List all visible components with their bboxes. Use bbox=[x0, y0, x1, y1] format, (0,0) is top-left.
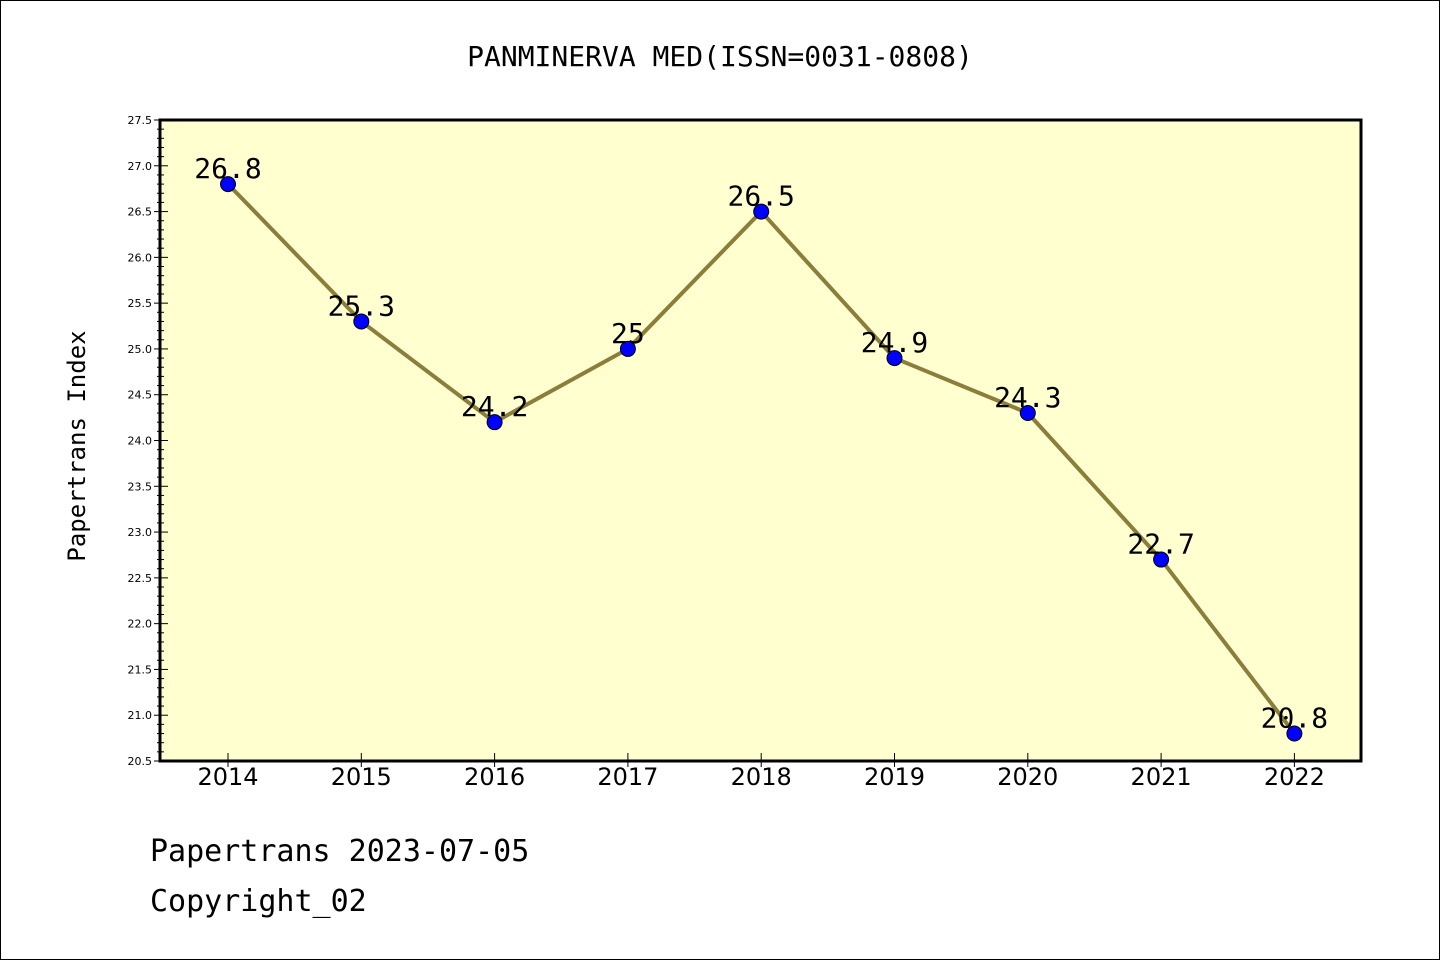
data-point bbox=[486, 414, 503, 431]
footer-date-text: Papertrans 2023-07-05 bbox=[150, 834, 530, 869]
data-label: 26.5 bbox=[727, 180, 794, 213]
data-point bbox=[753, 203, 770, 220]
x-tick-label: 2021 bbox=[1131, 763, 1192, 791]
data-point bbox=[1286, 725, 1303, 742]
y-tick-label: 21.0 bbox=[128, 709, 153, 722]
data-point bbox=[220, 176, 236, 193]
data-label: 22.7 bbox=[1127, 528, 1194, 561]
x-tick-label: 2022 bbox=[1264, 763, 1325, 791]
x-tick-label: 2018 bbox=[731, 763, 792, 791]
series-layer: 26.8 25.3 24.2 25 26.5 24.9 24.3 22.7 20.8 bbox=[194, 152, 1328, 742]
chart-title: PANMINERVA MED(ISSN=0031-0808) bbox=[467, 40, 973, 73]
data-point bbox=[353, 313, 370, 330]
data-label: 25.3 bbox=[328, 289, 395, 322]
data-label: 24.9 bbox=[861, 326, 928, 359]
y-tick-label: 25.5 bbox=[128, 297, 153, 310]
x-tick-label: 2020 bbox=[997, 763, 1058, 791]
data-point bbox=[1019, 405, 1036, 422]
y-axis: 20.5 21.0 21.5 22.0 22.5 23.0 23.5 24.0 24.5 25.0… bbox=[128, 114, 168, 768]
data-label: 20.8 bbox=[1261, 702, 1328, 735]
data-point bbox=[886, 350, 903, 367]
data-label: 24.3 bbox=[994, 381, 1061, 414]
data-point bbox=[1153, 551, 1170, 568]
y-tick-label: 26.0 bbox=[128, 251, 153, 264]
y-tick-label: 27.5 bbox=[128, 114, 153, 127]
y-tick-label: 21.5 bbox=[128, 663, 153, 676]
y-tick-label: 23.5 bbox=[128, 480, 153, 493]
footer-copyright-text: Copyright_02 bbox=[150, 884, 367, 919]
x-tick-label: 2015 bbox=[331, 763, 392, 791]
x-tick-label: 2019 bbox=[864, 763, 925, 791]
data-label: 26.8 bbox=[194, 152, 261, 185]
y-tick-label: 22.5 bbox=[128, 572, 153, 585]
y-tick-label: 27.0 bbox=[128, 160, 153, 173]
y-axis-label: Papertrans Index bbox=[63, 330, 91, 561]
x-tick-label: 2014 bbox=[197, 763, 258, 791]
x-axis: 2014 2015 2016 2017 2018 2019 2020 2021 2022 bbox=[197, 753, 1325, 791]
data-label: 25 bbox=[611, 317, 645, 350]
y-tick-label: 24.0 bbox=[128, 435, 153, 448]
x-tick-label: 2017 bbox=[597, 763, 658, 791]
y-tick-label: 22.0 bbox=[128, 618, 153, 631]
data-label: 24.2 bbox=[461, 390, 528, 423]
data-point bbox=[619, 340, 636, 357]
y-tick-label: 26.5 bbox=[128, 206, 153, 219]
x-tick-label: 2016 bbox=[464, 763, 525, 791]
y-tick-label: 25.0 bbox=[128, 343, 153, 356]
y-tick-label: 24.5 bbox=[128, 389, 153, 402]
y-tick-label: 20.5 bbox=[128, 755, 153, 768]
plot-area bbox=[158, 118, 1363, 763]
y-tick-label: 23.0 bbox=[128, 526, 153, 539]
